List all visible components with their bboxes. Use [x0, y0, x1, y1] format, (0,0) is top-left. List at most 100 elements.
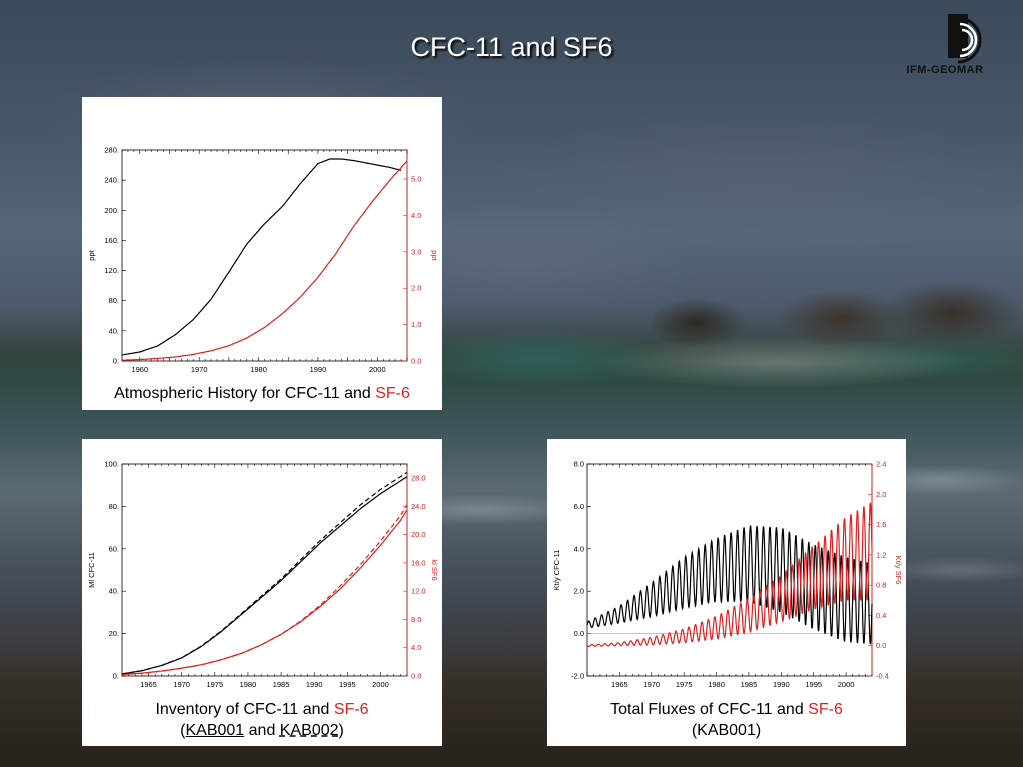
x-tick-label: 1990 — [773, 680, 790, 689]
logo-text: IFM-GEOMAR — [906, 64, 984, 76]
cfc11-series-line — [121, 476, 408, 675]
y-axis-label: Ml CFC-11 — [87, 552, 96, 588]
y-right-tick-label: 0.4 — [876, 611, 886, 620]
sf6-series-line — [586, 502, 873, 647]
x-tick-label: 1980 — [250, 365, 267, 374]
inventory-chart: 1965 1970 1975 1980 1985 1990 1995 2000 0. 20. 40.… — [87, 460, 439, 690]
y-tick-label: 40. — [109, 587, 119, 596]
caption-text: Inventory of CFC-11 and — [155, 701, 334, 718]
caption-paren-close: ) — [338, 722, 344, 739]
sf6-series-line — [121, 160, 408, 361]
y-tick-label: 0. — [113, 357, 119, 366]
y-tick-label: 160. — [104, 236, 119, 245]
x-tick-label: 2000 — [838, 680, 855, 689]
background-rocks — [652, 278, 1023, 348]
x-tick-label: 1970 — [173, 680, 190, 689]
y-tick-label: 60. — [109, 544, 119, 553]
y-right-tick-label: 0.0 — [411, 672, 421, 681]
x-tick-label: 1990 — [306, 680, 323, 689]
y-right-tick-label: 8.0 — [411, 615, 421, 624]
x-tick-label: 1995 — [805, 680, 822, 689]
x-tick-label: 1980 — [240, 680, 257, 689]
y-tick-label: 2.0 — [574, 587, 584, 596]
inventory-caption-line1: Inventory of CFC-11 and SF-6 — [82, 700, 442, 719]
caption-text: Total Fluxes of CFC-11 and — [610, 701, 809, 718]
ifm-geomar-logo: IFM-GEOMAR — [880, 12, 1010, 78]
y-right-tick-label: 1.0 — [411, 320, 421, 329]
sf6-series-line — [121, 504, 408, 676]
y-tick-label: 280. — [104, 146, 119, 155]
y-right-tick-label: 16.0 — [411, 558, 426, 567]
caption-paren-open: ( — [180, 722, 186, 739]
y-tick-label: 40. — [109, 326, 119, 335]
y-right-tick-label: 0.8 — [876, 581, 886, 590]
x-tick-label: 1990 — [310, 365, 327, 374]
y-right-tick-label: 20.0 — [411, 530, 426, 539]
y-right-tick-label: -0.4 — [876, 672, 889, 681]
ifm-geomar-logo-icon — [948, 14, 982, 64]
y-right-axis-label: ppt — [430, 250, 439, 261]
y-tick-label: 240. — [104, 176, 119, 185]
y-tick-label: -2.0 — [571, 672, 584, 681]
y-right-axis-label: Kt/y SF6 — [894, 556, 903, 585]
x-tick-label: 2000 — [372, 680, 389, 689]
atmospheric-history-caption: Atmospheric History for CFC-11 and SF-6 — [82, 384, 442, 403]
fluxes-caption-line2: (KAB001) — [691, 722, 762, 739]
sf6-series-line — [121, 509, 408, 676]
y-right-tick-label: 2.0 — [876, 490, 886, 499]
fluxes-caption-line1: Total Fluxes of CFC-11 and SF-6 — [547, 700, 906, 719]
x-tick-label: 1970 — [643, 680, 660, 689]
x-tick-label: 1985 — [741, 680, 758, 689]
cfc11-series-line — [121, 158, 402, 356]
x-tick-label: 2000 — [369, 365, 386, 374]
y-right-tick-label: 2.4 — [876, 460, 886, 469]
y-axis-label: Kt/y CFC-11 — [552, 550, 561, 591]
x-tick-label: 1975 — [676, 680, 693, 689]
x-tick-label: 1960 — [131, 365, 148, 374]
inventory-caption-line2: (KAB001 and KAB002) — [82, 721, 442, 740]
caption-sf6: SF-6 — [375, 385, 410, 402]
y-right-tick-label: 1.6 — [876, 520, 886, 529]
y-tick-label: 80. — [109, 502, 119, 511]
y-right-tick-label: 3.0 — [411, 247, 421, 256]
x-tick-label: 1965 — [611, 680, 628, 689]
y-tick-label: 8.0 — [574, 460, 584, 469]
x-tick-label: 1980 — [708, 680, 725, 689]
atmospheric-history-chart: 1960 1970 1980 1990 2000 0. 40. 80. 120. 160. 200.… — [87, 146, 439, 375]
cfc11-series-line — [586, 525, 873, 645]
caption-and: and — [244, 722, 280, 739]
y-right-tick-label: 12.0 — [411, 587, 426, 596]
y-tick-label: 0. — [113, 672, 119, 681]
y-right-axis-label: kl SF6 — [430, 559, 439, 580]
x-tick-label: 1965 — [140, 680, 157, 689]
y-right-tick-label: 0.0 — [411, 357, 421, 366]
y-right-tick-label: 4.0 — [411, 643, 421, 652]
y-tick-label: 4.0 — [574, 544, 584, 553]
y-tick-label: 20. — [109, 629, 119, 638]
y-tick-label: 200. — [104, 206, 119, 215]
x-tick-label: 1985 — [273, 680, 290, 689]
y-right-tick-label: 4.0 — [411, 211, 421, 220]
y-right-tick-label: 2.0 — [411, 284, 421, 293]
y-axis-label: ppt — [87, 249, 96, 260]
fluxes-chart: 1965 1970 1975 1980 1985 1990 1995 2000 -2.0 0.0 2… — [552, 460, 903, 690]
caption-text: Atmospheric History for CFC-11 and — [114, 385, 376, 402]
plot-frame — [121, 463, 408, 677]
y-right-tick-label: 5.0 — [411, 175, 421, 184]
plot-frame — [121, 149, 408, 362]
slide-title: CFC-11 and SF6 — [410, 32, 613, 62]
atmospheric-history-panel: 1960 1970 1980 1990 2000 0. 40. 80. 120. 160. 200.… — [82, 97, 442, 410]
x-tick-label: 1975 — [206, 680, 223, 689]
inventory-panel: 1965 1970 1975 1980 1985 1990 1995 2000 0. 20. 40.… — [82, 439, 442, 746]
y-right-tick-label: 0.0 — [876, 641, 886, 650]
y-tick-label: 80. — [109, 296, 119, 305]
y-right-tick-label: 24.0 — [411, 502, 426, 511]
y-tick-label: 100. — [104, 460, 119, 469]
caption-run-kab001: KAB001 — [185, 722, 245, 739]
caption-sf6: SF-6 — [808, 701, 843, 718]
y-right-tick-label: 1.2 — [876, 550, 886, 559]
y-right-tick-label: 28.0 — [411, 474, 426, 483]
y-tick-label: 0.0 — [574, 629, 584, 638]
y-tick-label: 6.0 — [574, 502, 584, 511]
x-tick-label: 1970 — [191, 365, 208, 374]
